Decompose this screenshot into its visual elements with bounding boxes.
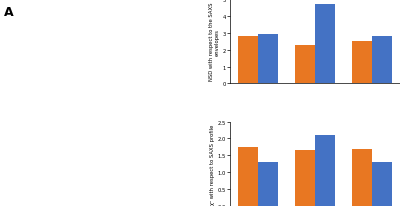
Bar <box>315 5 335 84</box>
Bar <box>315 135 335 206</box>
Bar <box>352 149 372 206</box>
Bar <box>238 37 258 84</box>
Bar <box>372 162 392 206</box>
Bar <box>258 162 278 206</box>
Bar <box>295 45 315 84</box>
Text: A: A <box>4 6 14 19</box>
Bar <box>258 35 278 84</box>
Bar <box>238 147 258 206</box>
Y-axis label: χ² with respect to SAXS profile: χ² with respect to SAXS profile <box>210 124 215 204</box>
Bar <box>352 42 372 84</box>
Bar <box>295 151 315 206</box>
Y-axis label: NSD with respect to the SAXS
envelopes: NSD with respect to the SAXS envelopes <box>209 3 220 81</box>
Bar <box>372 37 392 84</box>
